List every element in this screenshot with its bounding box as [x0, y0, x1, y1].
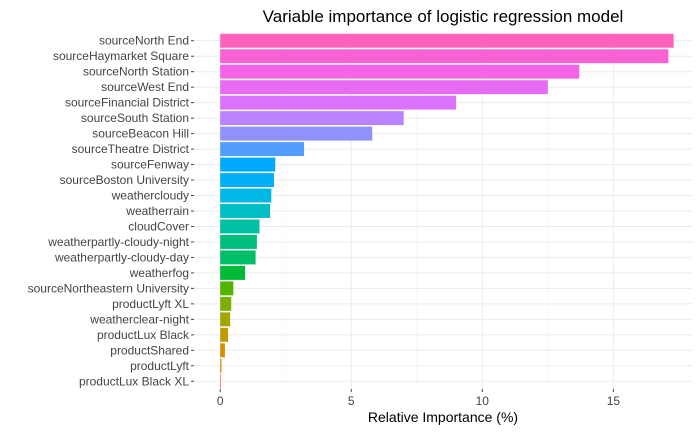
x-axis-label: Relative Importance (%): [368, 409, 518, 425]
x-tick-label: 15: [607, 394, 621, 408]
bar: [220, 312, 231, 327]
bar: [220, 204, 271, 218]
y-tick-label: sourceNorth End: [99, 34, 189, 48]
bar: [220, 219, 260, 234]
y-tick-label: sourceFenway: [111, 158, 189, 172]
bar: [220, 234, 257, 249]
bar: [220, 374, 221, 389]
y-tick-label: sourceWest End: [101, 80, 189, 94]
y-tick-label: weatherfog: [129, 266, 189, 280]
bar: [220, 80, 548, 95]
y-tick-label: sourceHaymarket Square: [53, 49, 189, 63]
y-tick-label: weathercloudy: [111, 189, 189, 203]
bar: [220, 142, 305, 157]
bar: [220, 49, 669, 64]
x-tick-label: 0: [217, 394, 224, 408]
bar: [220, 358, 222, 373]
bar: [220, 250, 256, 265]
bars: [220, 33, 674, 389]
x-tick-labels: 0 5 10 15: [217, 389, 620, 408]
bar: [220, 281, 234, 296]
y-tick-label: productShared: [110, 343, 189, 357]
bar: [220, 157, 276, 172]
y-tick-label: sourceSouth Station: [81, 111, 189, 125]
y-tick-label: sourceTheatre District: [72, 142, 190, 156]
y-tick-label: sourceBoston University: [60, 173, 189, 187]
y-tick-label: sourceNortheastern University: [28, 281, 189, 295]
bar: [220, 126, 373, 141]
bar: [220, 173, 274, 188]
bar: [220, 343, 225, 358]
y-tick-label: sourceFinancial District: [65, 96, 190, 110]
bar: [220, 33, 674, 48]
y-tick-label: weatherpartly-cloudy-night: [47, 235, 189, 249]
y-tick-label: productLux Black: [97, 328, 190, 342]
y-tick-label: productLyft XL: [112, 297, 189, 311]
y-tick-label: sourceBeacon Hill: [92, 127, 189, 141]
y-tick-label: weatherrain: [125, 204, 189, 218]
y-tick-label: weatherpartly-cloudy-day: [54, 250, 189, 264]
bar: [220, 265, 246, 280]
bar: [220, 327, 229, 342]
bar: [220, 95, 457, 110]
y-tick-label: weatherclear-night: [89, 312, 189, 326]
x-tick-label: 10: [476, 394, 490, 408]
bar: [220, 296, 232, 311]
y-tick-label: productLyft: [130, 359, 190, 373]
y-tick-label: productLux Black XL: [79, 374, 189, 388]
chart-title: Variable importance of logistic regressi…: [263, 7, 624, 26]
bar: [220, 64, 580, 79]
bar: [220, 188, 272, 203]
y-tick-label: cloudCover: [128, 219, 189, 233]
y-tick-label: sourceNorth Station: [83, 65, 189, 79]
bar: [220, 111, 404, 126]
x-tick-label: 5: [348, 394, 355, 408]
